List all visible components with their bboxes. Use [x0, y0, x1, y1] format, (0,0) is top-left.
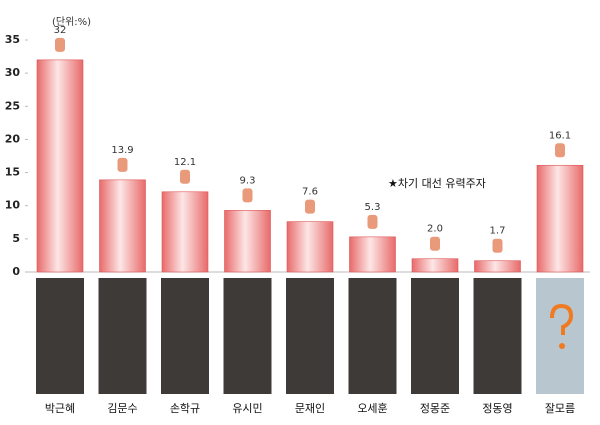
category-label: 오세훈 — [357, 402, 387, 415]
value-label: 16.1 — [549, 130, 571, 141]
y-tick-label: 25 — [5, 99, 20, 112]
y-tick-label: 15 — [5, 166, 20, 179]
photo — [36, 278, 84, 394]
value-label: 5.3 — [365, 202, 381, 213]
thumb-icon — [305, 199, 315, 214]
bar — [286, 221, 334, 273]
category-label: 김문수 — [107, 402, 137, 415]
category-label: 유시민 — [232, 402, 262, 415]
question-icon — [550, 303, 574, 335]
y-tick-label: 0 — [12, 265, 20, 278]
value-label: 9.3 — [240, 175, 256, 186]
value-label: 12.1 — [174, 157, 196, 168]
value-label: 7.6 — [302, 187, 318, 198]
thumb-icon — [430, 236, 440, 251]
category-label: 잘모름 — [545, 402, 575, 415]
category-label: 박근혜 — [45, 402, 75, 415]
thumb-icon — [242, 188, 253, 203]
category-label: 정몽준 — [420, 402, 450, 415]
photo — [411, 278, 459, 394]
thumb-icon — [555, 143, 565, 158]
y-tick-label: 5 — [12, 232, 20, 245]
y-tick-label: 35 — [5, 33, 20, 46]
y-tick-label: 30 — [5, 66, 21, 79]
bar — [349, 236, 396, 273]
category-label: 문재인 — [295, 402, 325, 415]
question-dot — [559, 343, 565, 349]
bar — [161, 191, 209, 273]
thumb-icon — [180, 169, 190, 184]
category-label: 손학규 — [170, 402, 200, 415]
photo — [536, 278, 584, 394]
bar — [474, 260, 521, 273]
bar — [411, 258, 459, 273]
photo — [161, 278, 209, 394]
bar — [536, 164, 584, 273]
value-label: 1.7 — [490, 226, 506, 237]
thumb-icon — [367, 214, 378, 229]
y-tick-label: 20 — [5, 132, 21, 145]
category-label: 정동영 — [482, 402, 512, 415]
value-label: 2.0 — [427, 224, 443, 235]
bar — [99, 179, 146, 273]
thumb-icon — [117, 157, 128, 172]
bar — [36, 59, 84, 273]
thumb-icon — [492, 238, 503, 253]
annotation: ★차기 대선 유력주자 — [388, 177, 486, 190]
photo — [98, 278, 147, 394]
value-label: 32 — [54, 25, 67, 36]
y-tick-label: 10 — [5, 199, 21, 212]
unit-label: (단위:%) — [52, 15, 91, 28]
thumb-icon — [55, 37, 65, 52]
bar — [224, 210, 271, 273]
value-label: 13.9 — [111, 145, 133, 156]
photo — [348, 278, 397, 394]
photo — [473, 278, 522, 394]
photo — [223, 278, 272, 394]
photo — [286, 278, 334, 394]
